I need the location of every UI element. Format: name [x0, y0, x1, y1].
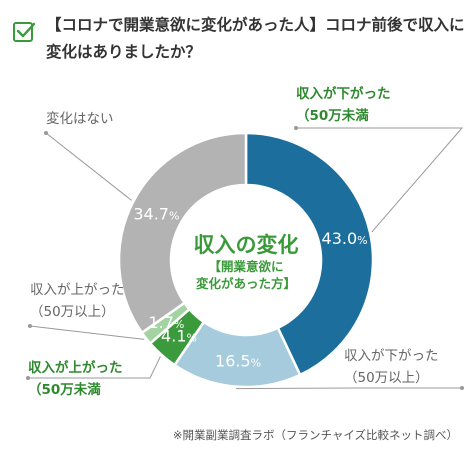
- center-title: 収入の変化: [194, 233, 299, 257]
- center-subtitle-2: 変化があった方】: [196, 276, 296, 291]
- slice-label-2-line1: 収入が上がった: [28, 360, 123, 376]
- leader-dot-0: [294, 126, 298, 130]
- leader-lines: [26, 126, 464, 390]
- leader-dot-4: [44, 131, 48, 135]
- center-subtitle-1: 【開業意欲に: [208, 259, 283, 274]
- slice-label-3: 収入が上がった （50万以上）: [30, 279, 125, 323]
- slice-label-2: 収入が上がった （50万未満: [28, 357, 123, 401]
- leader-dot-3: [28, 324, 32, 328]
- value-label-0: 43.0%: [322, 229, 368, 248]
- leader-line-3: [29, 325, 145, 340]
- leader-line-1: [235, 387, 462, 390]
- slice-label-1-line1: 収入が下がった: [344, 348, 439, 364]
- slice-label-1: 収入が下がった （50万以上）: [344, 345, 439, 389]
- value-label-1: 16.5%: [215, 352, 261, 371]
- value-labels: 43.0% 16.5% 4.1%1.7% 34.7%: [133, 204, 367, 370]
- slice-label-4: 変化はない: [46, 108, 114, 130]
- footnote: ※開業副業調査ラボ（フランチャイズ比較ネット調べ）: [172, 428, 458, 442]
- value-label-2: 4.1%: [161, 327, 197, 346]
- slice-label-3-line2: （50万以上）: [30, 304, 115, 320]
- check-square-icon: [13, 22, 36, 42]
- leader-dot-1: [460, 386, 464, 390]
- leader-line-4: [45, 132, 132, 201]
- slice-label-0: 収入が下がった （50万未満: [296, 83, 391, 127]
- slice-label-2-line2: （50万未満: [28, 382, 101, 398]
- leader-dot-2: [26, 376, 30, 380]
- slice-4: [117, 131, 248, 335]
- slice-label-3-line1: 収入が上がった: [30, 282, 125, 298]
- slice-label-0-line1: 収入が下がった: [296, 86, 391, 102]
- leader-line-2: [28, 356, 161, 379]
- page-title: 【コロナで開業意欲に変化があった人】コロナ前後で収入に変化はありましたか？: [46, 16, 465, 61]
- donut-slices: [117, 131, 375, 389]
- value-label-4: 34.7%: [133, 204, 179, 223]
- slice-0: [244, 131, 375, 377]
- slice-label-1-line2: （50万以上）: [344, 370, 429, 386]
- value-label-3: 1.7%: [148, 313, 184, 332]
- slice-label-4-line1: 変化はない: [46, 111, 114, 127]
- leader-line-0: [296, 127, 464, 233]
- slice-label-0-line2: （50万未満: [296, 108, 369, 124]
